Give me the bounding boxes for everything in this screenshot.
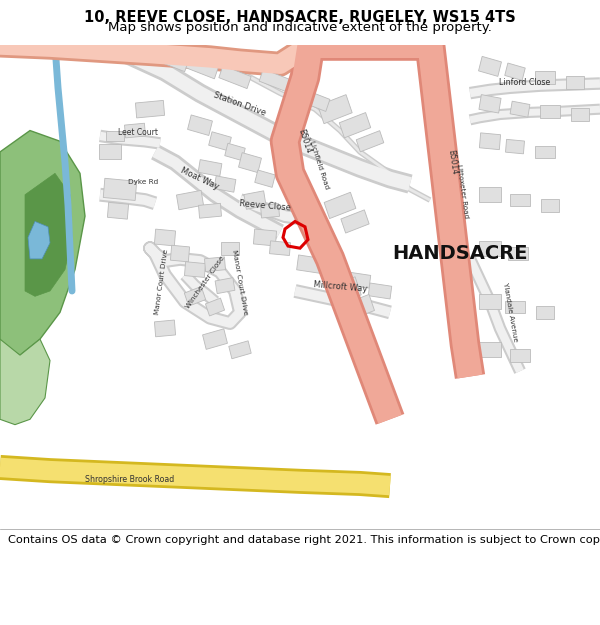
Polygon shape xyxy=(356,131,384,152)
Polygon shape xyxy=(244,191,266,209)
Polygon shape xyxy=(329,277,361,305)
Text: Linford Close: Linford Close xyxy=(499,78,551,87)
Polygon shape xyxy=(479,294,501,309)
Polygon shape xyxy=(99,144,121,159)
Polygon shape xyxy=(28,221,50,259)
Polygon shape xyxy=(479,56,502,76)
Polygon shape xyxy=(188,115,212,136)
Text: Reeve Close: Reeve Close xyxy=(239,199,291,212)
Polygon shape xyxy=(479,188,501,202)
Text: Ylandale Avenue: Ylandale Avenue xyxy=(502,282,518,342)
Polygon shape xyxy=(209,132,232,151)
Polygon shape xyxy=(341,210,369,233)
Polygon shape xyxy=(229,341,251,359)
Text: Leet Court: Leet Court xyxy=(118,128,158,138)
Polygon shape xyxy=(170,245,190,262)
Text: - Lichfield Road: - Lichfield Road xyxy=(307,136,329,190)
Polygon shape xyxy=(205,257,226,271)
Text: HANDSACRE: HANDSACRE xyxy=(392,244,528,263)
Polygon shape xyxy=(103,178,137,201)
Polygon shape xyxy=(182,54,218,79)
Polygon shape xyxy=(0,339,50,424)
Polygon shape xyxy=(205,298,224,316)
Polygon shape xyxy=(479,94,501,113)
Polygon shape xyxy=(269,241,290,256)
Polygon shape xyxy=(176,191,203,210)
Polygon shape xyxy=(154,320,176,337)
Polygon shape xyxy=(25,173,72,296)
Polygon shape xyxy=(536,306,554,319)
Polygon shape xyxy=(505,63,525,81)
Polygon shape xyxy=(215,278,235,294)
Polygon shape xyxy=(253,229,277,246)
Polygon shape xyxy=(510,349,530,361)
Polygon shape xyxy=(535,146,555,158)
Polygon shape xyxy=(296,255,323,274)
Polygon shape xyxy=(339,112,371,138)
Polygon shape xyxy=(368,283,392,299)
Polygon shape xyxy=(184,262,206,278)
Polygon shape xyxy=(541,199,559,212)
Polygon shape xyxy=(349,272,371,288)
Polygon shape xyxy=(479,342,501,357)
Polygon shape xyxy=(203,329,227,349)
Text: Winchester Close: Winchester Close xyxy=(185,255,226,310)
Polygon shape xyxy=(0,131,85,355)
Polygon shape xyxy=(323,262,347,281)
Polygon shape xyxy=(506,139,524,154)
Polygon shape xyxy=(161,51,189,72)
Polygon shape xyxy=(106,131,124,141)
Polygon shape xyxy=(239,152,262,173)
Polygon shape xyxy=(510,194,530,206)
Polygon shape xyxy=(566,76,584,89)
Text: Station Drive: Station Drive xyxy=(212,90,268,118)
Polygon shape xyxy=(571,108,589,121)
Polygon shape xyxy=(219,66,251,89)
Polygon shape xyxy=(214,176,236,192)
Polygon shape xyxy=(221,242,239,254)
Polygon shape xyxy=(125,123,145,138)
Polygon shape xyxy=(318,94,352,124)
Polygon shape xyxy=(510,101,530,117)
Text: B5014: B5014 xyxy=(297,128,313,154)
Polygon shape xyxy=(324,192,356,219)
Polygon shape xyxy=(255,170,275,187)
Text: Shropshire Brook Road: Shropshire Brook Road xyxy=(85,475,175,484)
Polygon shape xyxy=(107,202,128,219)
Polygon shape xyxy=(290,86,330,111)
Polygon shape xyxy=(479,133,500,149)
Polygon shape xyxy=(508,247,528,260)
Polygon shape xyxy=(225,143,245,161)
Text: Manor Court Drive: Manor Court Drive xyxy=(154,249,170,316)
Polygon shape xyxy=(136,101,164,118)
Text: Moat Way: Moat Way xyxy=(179,166,221,191)
Polygon shape xyxy=(540,105,560,118)
Text: Dyke Rd: Dyke Rd xyxy=(128,179,158,185)
Polygon shape xyxy=(154,229,176,246)
Text: B5014: B5014 xyxy=(446,149,458,176)
Polygon shape xyxy=(346,294,374,319)
Text: Millcroft Way: Millcroft Way xyxy=(313,280,367,294)
Polygon shape xyxy=(199,203,221,218)
Polygon shape xyxy=(259,69,301,96)
Text: Contains OS data © Crown copyright and database right 2021. This information is : Contains OS data © Crown copyright and d… xyxy=(8,535,600,545)
Polygon shape xyxy=(535,71,555,84)
Text: - Uttoxeter Road: - Uttoxeter Road xyxy=(455,159,469,219)
Text: Manor Court Drive: Manor Court Drive xyxy=(231,249,249,316)
Text: Map shows position and indicative extent of the property.: Map shows position and indicative extent… xyxy=(108,21,492,34)
Polygon shape xyxy=(198,159,222,176)
Text: 10, REEVE CLOSE, HANDSACRE, RUGELEY, WS15 4TS: 10, REEVE CLOSE, HANDSACRE, RUGELEY, WS1… xyxy=(84,10,516,25)
Polygon shape xyxy=(479,241,501,256)
Polygon shape xyxy=(505,301,525,313)
Polygon shape xyxy=(260,204,280,218)
Polygon shape xyxy=(184,286,206,306)
